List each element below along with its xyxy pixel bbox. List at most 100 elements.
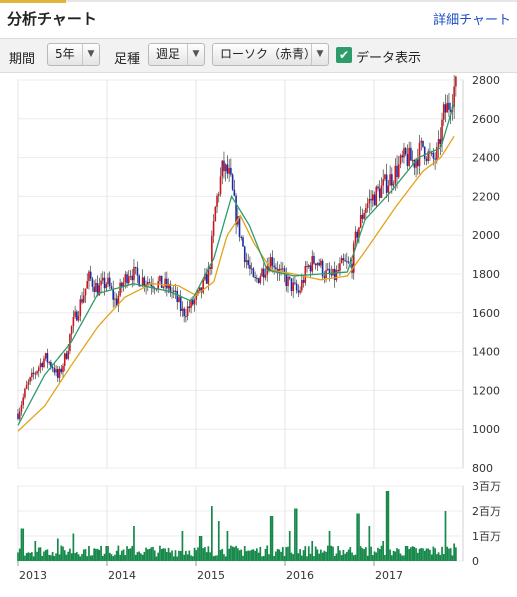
volume-bar	[408, 549, 410, 561]
candle-body	[316, 262, 319, 266]
candle-body	[361, 214, 364, 219]
candle-body	[48, 362, 50, 364]
candle-body	[430, 152, 433, 154]
candle-body	[79, 299, 82, 316]
candle-body	[378, 188, 381, 198]
volume-bar	[406, 545, 409, 561]
volume-bar	[401, 555, 404, 561]
candle-body	[394, 165, 397, 184]
candle-body	[24, 388, 26, 398]
candle-body	[148, 282, 151, 284]
price-tick-label: 2400	[472, 152, 500, 165]
volume-bar	[448, 548, 450, 561]
candle-body	[103, 277, 106, 289]
volume-bar	[415, 548, 417, 561]
candle-body	[147, 282, 149, 285]
candle-body	[51, 366, 54, 369]
volume-bar	[453, 543, 455, 561]
volume-bar	[162, 548, 165, 561]
volume-bar	[223, 554, 225, 561]
candle-body	[198, 287, 201, 291]
volume-bar	[228, 548, 231, 561]
volume-bar	[209, 552, 211, 561]
candle-body	[344, 260, 346, 262]
volume-bar	[373, 551, 376, 561]
candle-body	[372, 194, 374, 201]
data-display-checkbox[interactable]: ✔	[336, 47, 352, 63]
candle-body	[82, 295, 85, 303]
candle-body	[77, 315, 80, 321]
volume-bar	[242, 555, 244, 561]
candle-body	[299, 290, 301, 293]
candle-body	[176, 290, 179, 302]
candle-body	[141, 277, 144, 286]
candle-body	[63, 353, 66, 366]
volume-bar	[356, 513, 359, 561]
volume-bar	[375, 552, 378, 561]
candle-body	[359, 214, 362, 228]
volume-bar	[134, 554, 137, 561]
candle-body	[100, 280, 102, 286]
candle-type-select[interactable]: ローソク（赤青） ▼	[212, 43, 329, 66]
candle-body	[193, 299, 196, 305]
volume-bar	[257, 552, 260, 561]
volume-bar	[423, 550, 426, 561]
candle-body	[422, 140, 424, 147]
volume-bar	[79, 556, 82, 561]
volume-bar	[186, 554, 189, 561]
volume-bar	[172, 556, 175, 561]
volume-bar	[126, 546, 128, 561]
volume-bar	[62, 546, 64, 561]
volume-bar	[306, 556, 308, 561]
volume-bar	[44, 550, 47, 561]
candle-body	[288, 276, 291, 279]
volume-bar	[318, 553, 321, 561]
candle-body	[186, 306, 189, 317]
foot-value: 週足	[156, 47, 181, 61]
candle-body	[195, 293, 198, 300]
candle-body	[370, 198, 372, 201]
candle-body	[342, 258, 345, 261]
foot-select[interactable]: 週足 ▼	[148, 43, 205, 66]
candle-body	[404, 148, 407, 155]
candle-body	[138, 275, 140, 287]
volume-bar	[392, 550, 395, 561]
volume-bar	[81, 554, 83, 561]
data-display-label[interactable]: データ表示	[356, 51, 422, 66]
x-tick-label: 2013	[19, 569, 47, 582]
candle-body	[425, 158, 428, 162]
volume-bar	[120, 550, 123, 561]
candle-body	[307, 265, 310, 268]
candle-body	[169, 283, 172, 293]
volume-bar	[179, 550, 182, 561]
volume-bar	[413, 546, 416, 561]
candle-body	[119, 282, 121, 296]
candle-type-value: ローソク（赤青）	[220, 47, 317, 61]
candle-body	[304, 266, 307, 283]
candle-body	[127, 276, 130, 284]
candle-body	[287, 276, 289, 287]
candle-body	[235, 195, 237, 225]
volume-bar	[416, 552, 419, 561]
candle-body	[224, 164, 227, 172]
candle-body	[346, 261, 348, 263]
volume-bar	[385, 491, 388, 561]
candle-body	[192, 299, 194, 305]
volume-bar	[294, 508, 296, 561]
volume-bar	[178, 550, 180, 561]
candle-body	[420, 140, 423, 143]
header-accent	[0, 0, 66, 3]
volume-bar	[384, 555, 386, 561]
period-select[interactable]: 5年 ▼	[47, 43, 100, 66]
volume-bar	[181, 531, 184, 561]
volume-bar	[72, 533, 75, 561]
candle-body	[211, 235, 213, 269]
candle-body	[250, 268, 253, 270]
detail-chart-link[interactable]: 詳細チャート	[433, 13, 511, 28]
volume-bar	[290, 552, 293, 561]
candle-body	[444, 104, 447, 113]
volume-bar	[273, 556, 276, 561]
volume-bar	[365, 547, 367, 561]
candle-body	[254, 277, 256, 279]
candle-body	[172, 290, 175, 292]
